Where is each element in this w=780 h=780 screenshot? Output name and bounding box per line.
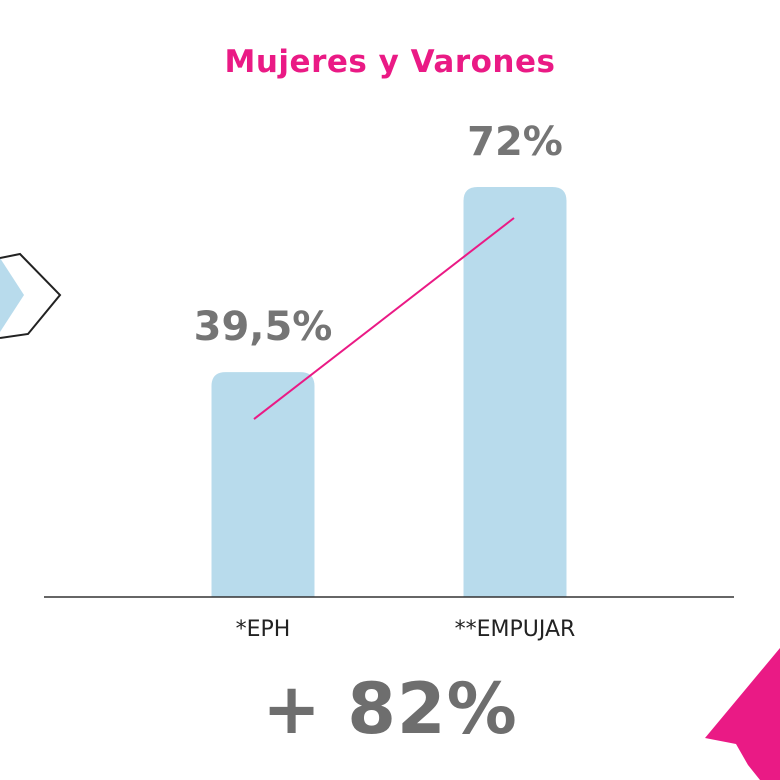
chevron-arrow-icon xyxy=(0,252,62,339)
pink-triangle-icon xyxy=(705,648,780,780)
growth-total: + 82% xyxy=(262,668,518,750)
bar-value-label: 72% xyxy=(467,119,563,165)
trend-line xyxy=(253,217,515,420)
bar-1 xyxy=(211,372,315,597)
bar-2 xyxy=(463,187,567,597)
bar-value-label: 39,5% xyxy=(194,304,333,350)
chart-title: Mujeres y Varones xyxy=(224,44,556,80)
category-label: *EPH xyxy=(236,617,291,642)
category-label: **EMPUJAR xyxy=(455,617,576,642)
